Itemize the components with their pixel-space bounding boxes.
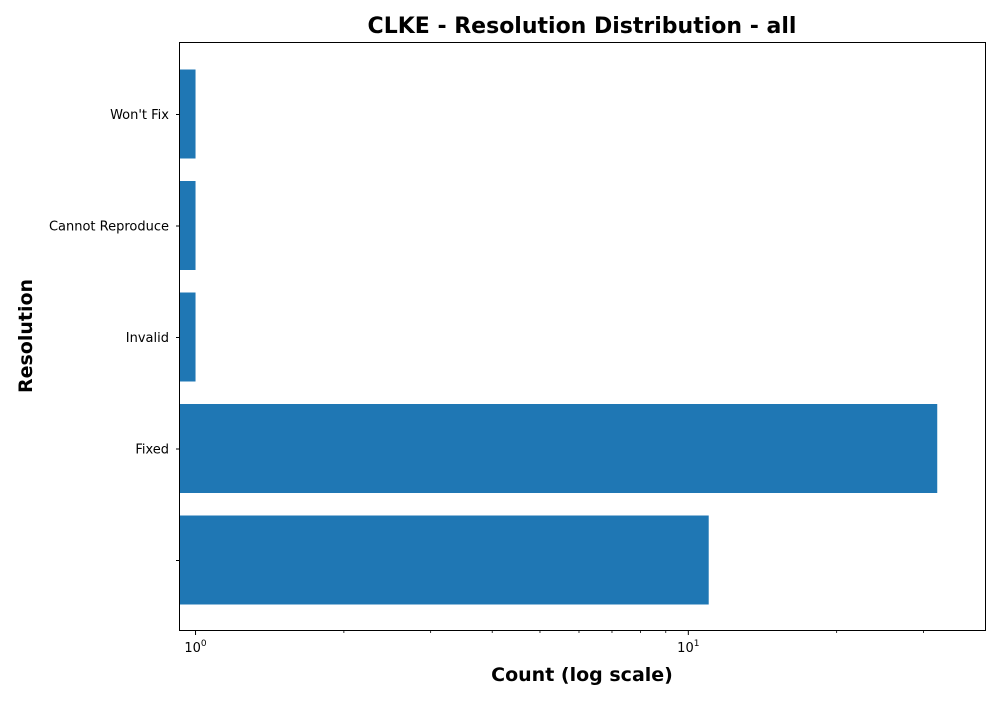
chart-title: CLKE - Resolution Distribution - all <box>368 14 797 39</box>
y-axis-label: Resolution <box>15 279 37 393</box>
plot-frame <box>179 42 986 631</box>
bar-fixed <box>180 404 938 493</box>
bar-invalid <box>180 292 196 382</box>
y-axis-ticks: Fixed Invalid Cannot Reproduce Won't Fix <box>49 108 180 561</box>
bar-blank <box>180 515 709 605</box>
bar-won-t-fix <box>180 69 196 159</box>
x-axis-label: Count (log scale) <box>491 664 673 686</box>
y-tick-label: Cannot Reproduce <box>49 220 169 235</box>
y-tick-label: Invalid <box>126 331 169 346</box>
x-tick-label: 100 <box>184 639 207 656</box>
bars-group <box>180 69 938 605</box>
bar-cannot-reproduce <box>180 181 196 270</box>
y-tick-label: Won't Fix <box>110 108 169 123</box>
y-tick-label: Fixed <box>135 443 169 458</box>
x-tick-label: 101 <box>677 639 699 656</box>
x-axis-ticks: 100 101 <box>184 630 924 656</box>
